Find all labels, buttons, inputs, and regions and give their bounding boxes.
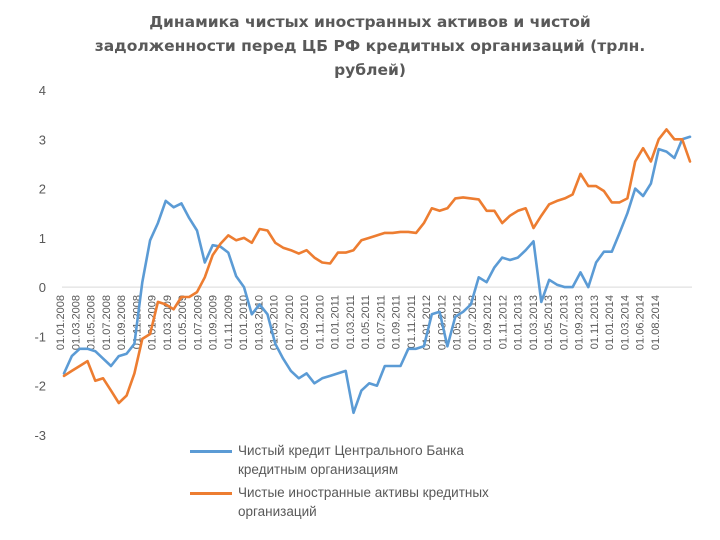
x-tick-label: 01.08.2014 (650, 295, 662, 350)
x-tick-label: 01.09.2012 (482, 295, 494, 350)
x-tick-label: 01.09.2011 (391, 295, 403, 349)
legend-item-foreign-assets: Чистые иностранные активы кредитных орга… (190, 483, 550, 521)
y-tick-label: 2 (39, 182, 46, 197)
chart-title: Динамика чистых иностранных активов и чи… (90, 10, 650, 82)
x-tick-label: 01.09.2013 (574, 295, 586, 350)
y-tick-label: 1 (39, 231, 46, 246)
x-tick-label: 01.07.2009 (192, 295, 204, 350)
x-tick-label: 01.11.2011 (406, 295, 418, 348)
x-tick-label: 01.11.2009 (223, 295, 235, 349)
x-tick-label: 01.01.2014 (604, 295, 616, 350)
x-tick-label: 01.09.2008 (116, 295, 128, 350)
legend-label-foreign-assets-line-2: организаций (238, 504, 317, 519)
x-tick-label: 01.05.2013 (543, 295, 555, 350)
x-tick-label: 01.03.2008 (70, 295, 82, 350)
x-tick-label: 01.01.2013 (513, 295, 525, 350)
legend-label-credit-line-1: Чистый кредит Центрального Банка (238, 443, 464, 458)
plot-svg: 4 3 2 1 0 -1 -2 -3 01.01.2008 01.03.2008 01.05.200… (34, 83, 692, 440)
x-tick-label: 01.07.2011 (375, 295, 387, 349)
x-tick-label: 01.07.2010 (284, 295, 296, 350)
legend-label-credit-line-2: кредитным организациям (238, 462, 399, 477)
legend-label-foreign-assets-line-1: Чистые иностранные активы кредитных (238, 485, 489, 500)
x-tick-label: 01.09.2009 (208, 295, 220, 350)
x-tick-label: 01.01.2012 (421, 295, 433, 350)
legend-item-credit: Чистый кредит Центрального Банка кредитн… (190, 441, 550, 479)
y-tick-label: -3 (34, 428, 46, 440)
y-tick-label: 4 (39, 83, 46, 98)
x-tick-label: 01.09.2010 (299, 295, 311, 350)
x-tick-label: 01.05.2008 (86, 295, 98, 350)
x-tick-label: 01.07.2008 (101, 295, 113, 350)
x-tick-label: 01.05.2012 (452, 295, 464, 350)
chart-title-line-2: задолженности перед ЦБ РФ кредитных орга… (94, 37, 646, 55)
x-tick-label: 01.07.2012 (467, 295, 479, 350)
y-tick-label: 3 (39, 132, 46, 147)
legend-swatch-foreign-assets (190, 492, 232, 495)
x-tick-label: 01.03.2011 (345, 295, 357, 349)
x-tick-label: 01.01.2010 (238, 295, 250, 350)
x-tick-label: 01.05.2011 (360, 295, 372, 349)
chart-title-line-1: Динамика чистых иностранных активов и чи… (149, 13, 591, 31)
series-line-foreign-assets (62, 128, 692, 405)
x-tick-label: 01.03.2013 (528, 295, 540, 350)
x-tick-label: 01.01.2011 (330, 295, 342, 349)
x-tick-label: 01.06.2014 (635, 295, 647, 350)
x-tick-label: 01.05.2010 (269, 295, 281, 350)
x-tick-label: 01.07.2013 (558, 295, 570, 350)
x-tick-label: 01.01.2008 (55, 295, 67, 350)
x-tick-label: 01.11.2012 (497, 295, 509, 349)
series-line-credit (62, 135, 692, 415)
y-tick-label: 0 (39, 280, 46, 295)
chart-title-line-3: рублей) (334, 61, 406, 79)
x-tick-label: 01.03.2014 (619, 295, 631, 350)
legend: Чистый кредит Центрального Банка кредитн… (190, 441, 550, 525)
legend-swatch-credit (190, 450, 232, 453)
x-tick-label: 01.05.2009 (177, 295, 189, 350)
y-tick-label: -1 (34, 329, 46, 344)
y-tick-label: -2 (34, 379, 46, 394)
x-tick-label: 01.11.2013 (589, 295, 601, 349)
x-tick-label: 01.11.2010 (314, 295, 326, 349)
